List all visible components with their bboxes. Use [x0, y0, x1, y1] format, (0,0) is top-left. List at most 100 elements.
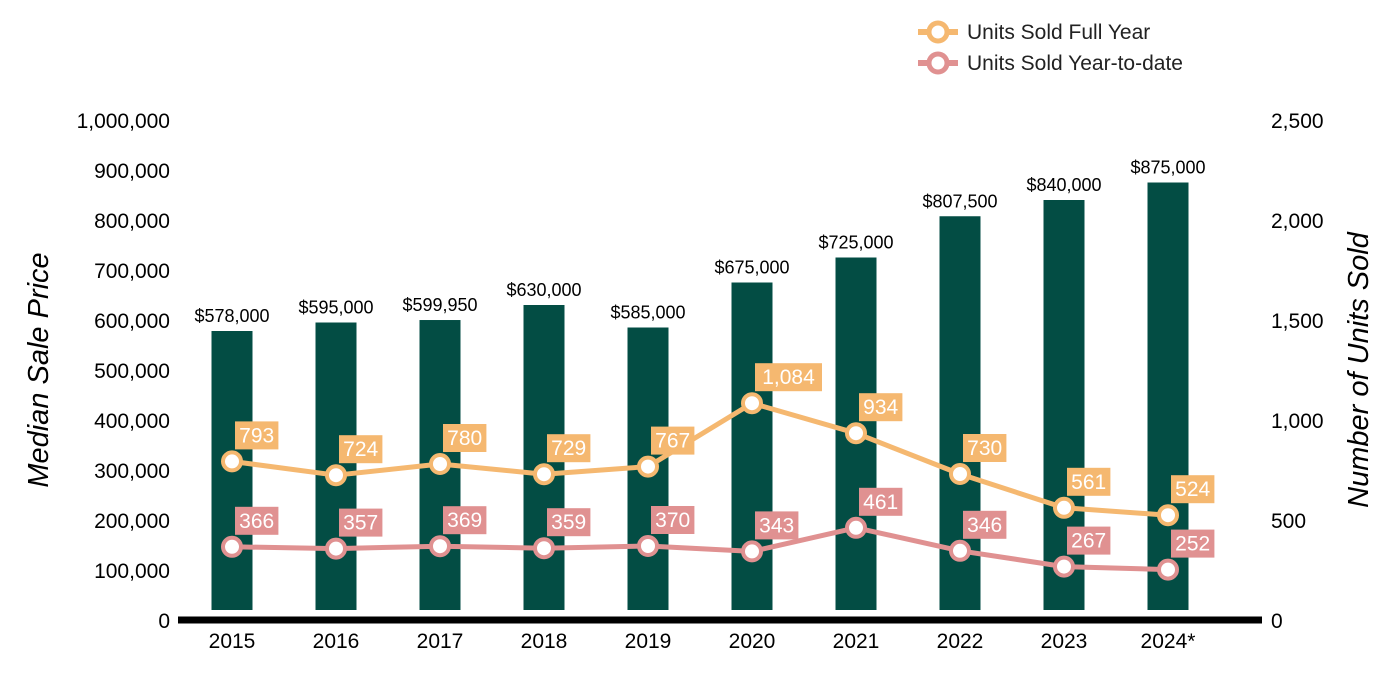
legend-label-full-year: Units Sold Full Year: [967, 21, 1150, 44]
point-label-box: [859, 393, 903, 422]
point-value-label: 369: [447, 509, 482, 532]
line-full-year: [231, 400, 1169, 518]
point-label-box: [443, 424, 487, 452]
point-value-label: 934: [863, 396, 898, 419]
x-tick-label: 2023: [1041, 630, 1088, 653]
line-point: [1053, 555, 1075, 578]
ticks-layer: 0 100,000 200,000 300,000 400,000 500,000 600,…: [77, 110, 1324, 653]
legend-item-ytd: Units Sold Year-to-date: [918, 51, 1183, 75]
y-tick-label: 700,000: [94, 260, 170, 283]
y-tick-label: 0: [158, 610, 170, 633]
point-label-box: [1171, 529, 1215, 558]
line-point: [741, 540, 763, 563]
y-tick-label: 800,000: [94, 210, 170, 233]
line-point: [221, 535, 243, 558]
point-label-box: [963, 434, 1007, 462]
line-point: [637, 455, 659, 478]
point-value-label: 793: [239, 424, 274, 447]
point-label-box: [859, 487, 903, 516]
y2-tick-label: 500: [1271, 510, 1306, 533]
y-axis-title: Median Sale Price: [23, 252, 55, 487]
point-value-label: 780: [447, 427, 482, 450]
bar-value-label: $599,950: [402, 295, 477, 315]
y-tick-label: 100,000: [94, 560, 170, 583]
x-tick-label: 2021: [833, 630, 880, 653]
y-tick-label: 600,000: [94, 310, 170, 333]
line-point: [741, 392, 763, 415]
line-point: [845, 516, 867, 539]
line-year-to-date: [231, 525, 1169, 573]
x-tick-label: 2022: [937, 630, 984, 653]
x-tick-label: 2024*: [1141, 630, 1196, 653]
point-label-box: [1171, 475, 1215, 504]
y-tick-label: 200,000: [94, 510, 170, 533]
legend-item-full-year: Units Sold Full Year: [918, 20, 1150, 44]
point-value-label: 343: [759, 514, 794, 537]
line-point: [1053, 496, 1075, 519]
point-label-box: [755, 363, 822, 392]
point-label-box: [1067, 467, 1111, 496]
bar-value-label: $585,000: [610, 303, 685, 323]
y-tick-label: 400,000: [94, 410, 170, 433]
point-value-label: 346: [967, 514, 1002, 537]
bar-value-label: $875,000: [1130, 158, 1205, 178]
point-value-label: 357: [343, 512, 378, 535]
x-tick-label: 2018: [521, 630, 568, 653]
line-point: [533, 463, 555, 486]
point-label-box: [651, 426, 695, 455]
line-point: [845, 422, 867, 445]
y2-tick-label: 1,500: [1271, 310, 1324, 333]
x-tick-label: 2019: [625, 630, 672, 653]
point-value-label: 366: [239, 510, 274, 533]
x-tick-label: 2017: [417, 630, 464, 653]
y-tick-label: 1,000,000: [77, 110, 170, 133]
point-label-box: [443, 506, 487, 535]
line-point: [1157, 504, 1179, 527]
legend-marker-full-year: [926, 20, 950, 44]
line-point: [949, 463, 971, 485]
x-tick-label: 2016: [313, 630, 360, 653]
bar-value-label: $807,500: [922, 191, 997, 211]
bar-value-label: $675,000: [714, 258, 789, 278]
point-value-label: 767: [655, 430, 690, 453]
line-point: [221, 450, 243, 473]
point-label-box: [651, 506, 695, 534]
lines-layer: [221, 392, 1179, 581]
point-value-label: 730: [967, 437, 1002, 460]
bar-value-label: $630,000: [506, 280, 581, 300]
x-tick-label: 2020: [729, 630, 776, 653]
line-point: [325, 464, 347, 487]
point-label-box: [755, 511, 799, 540]
point-value-label: 370: [655, 509, 690, 532]
labels-layer: $578,000 $595,000 $599,950 $630,000 $585,000…: [194, 158, 1215, 558]
bar-value-label: $725,000: [818, 233, 893, 253]
point-value-label: 724: [343, 438, 378, 461]
y-tick-label: 500,000: [94, 360, 170, 383]
legend-label-ytd: Units Sold Year-to-date: [967, 52, 1183, 75]
point-value-label: 252: [1175, 533, 1210, 556]
bar-value-label: $578,000: [194, 306, 269, 326]
line-point: [533, 537, 555, 560]
y2-tick-label: 0: [1271, 610, 1283, 633]
point-label-box: [547, 434, 591, 463]
line-point: [429, 535, 451, 558]
point-label-box: [235, 506, 279, 535]
point-label-box: [547, 508, 591, 537]
line-point: [429, 453, 451, 475]
y2-tick-label: 2,000: [1271, 210, 1324, 233]
x-tick-label: 2015: [209, 630, 256, 653]
point-value-label: 461: [863, 491, 898, 514]
y2-tick-label: 2,500: [1271, 110, 1324, 133]
bar-value-label: $840,000: [1026, 175, 1101, 195]
bar-value-label: $595,000: [298, 298, 373, 318]
point-label-box: [1067, 526, 1111, 555]
y-tick-label: 900,000: [94, 160, 170, 183]
y2-axis-title: Number of Units Sold: [1343, 231, 1375, 507]
point-value-label: 561: [1071, 471, 1106, 494]
line-point: [637, 535, 659, 557]
point-value-label: 267: [1071, 530, 1106, 553]
point-value-label: 1,084: [762, 366, 815, 389]
y2-tick-label: 1,000: [1271, 410, 1324, 433]
line-point: [1157, 558, 1179, 581]
